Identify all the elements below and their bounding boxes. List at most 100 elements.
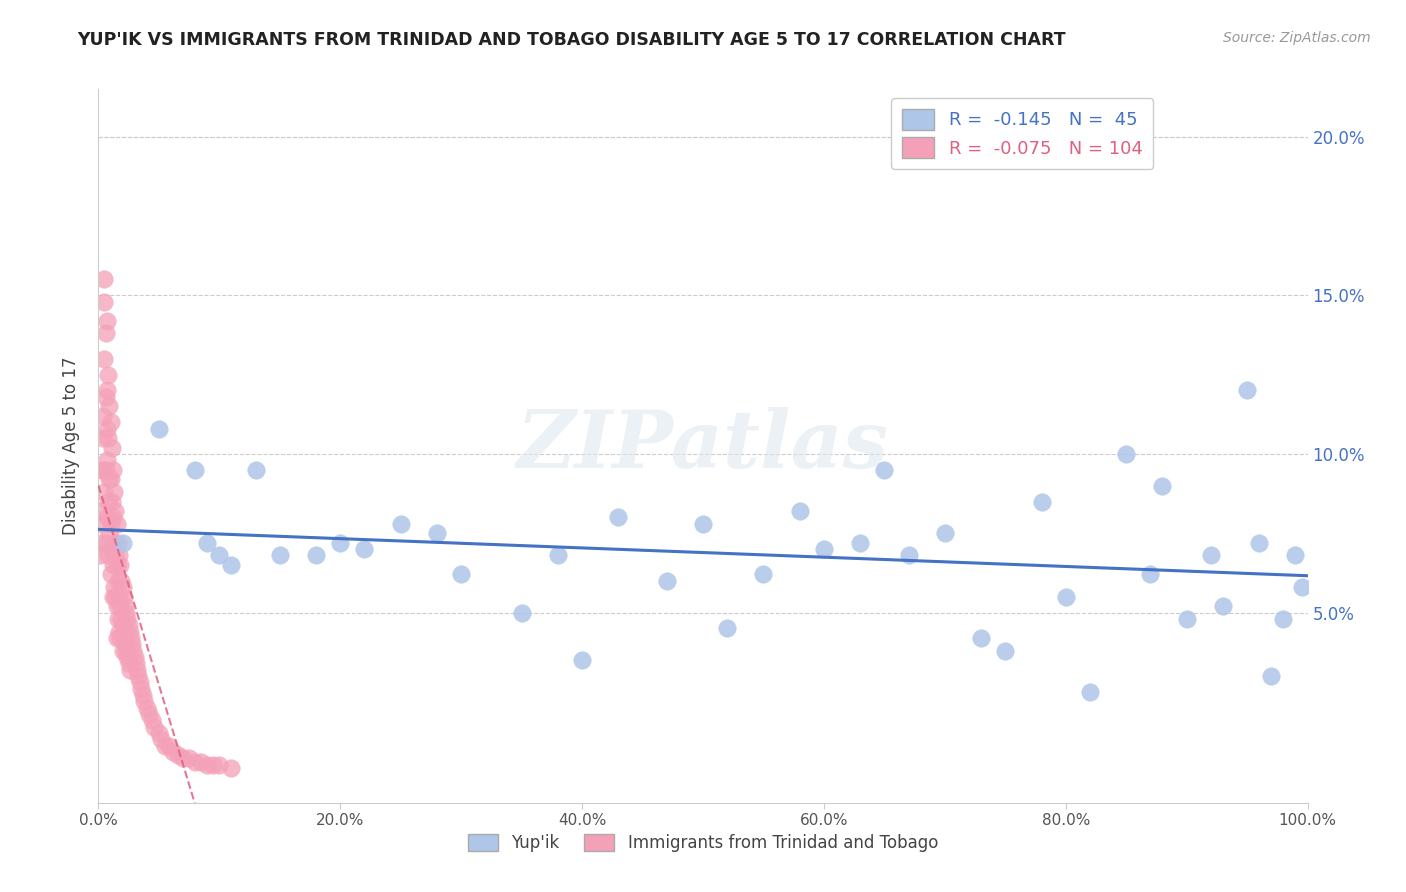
Point bbox=[547, 549, 569, 563]
Point bbox=[96, 314, 118, 328]
Point bbox=[118, 618, 141, 632]
Point bbox=[150, 732, 173, 747]
Point bbox=[122, 643, 145, 657]
Point bbox=[692, 516, 714, 531]
Point bbox=[100, 441, 122, 455]
Point bbox=[127, 663, 149, 677]
Point bbox=[108, 624, 131, 639]
Point bbox=[897, 549, 920, 563]
Point bbox=[153, 739, 176, 753]
Point bbox=[91, 463, 114, 477]
Point bbox=[1272, 612, 1295, 626]
Point bbox=[849, 535, 872, 549]
Point bbox=[128, 675, 150, 690]
Point bbox=[111, 618, 134, 632]
Point bbox=[450, 567, 472, 582]
Point bbox=[138, 706, 160, 721]
Point bbox=[190, 755, 212, 769]
Point bbox=[426, 526, 449, 541]
Point bbox=[1152, 478, 1174, 492]
Y-axis label: Disability Age 5 to 17: Disability Age 5 to 17 bbox=[62, 357, 80, 535]
Point bbox=[100, 567, 122, 582]
Point bbox=[96, 453, 118, 467]
Point bbox=[98, 472, 121, 486]
Point bbox=[91, 516, 114, 531]
Point bbox=[269, 549, 291, 563]
Point bbox=[104, 590, 127, 604]
Point bbox=[91, 409, 114, 423]
Text: ZIPatlas: ZIPatlas bbox=[517, 408, 889, 484]
Point bbox=[115, 606, 138, 620]
Point bbox=[97, 549, 120, 563]
Point bbox=[98, 526, 121, 541]
Point bbox=[1212, 599, 1234, 614]
Legend: Yup'ik, Immigrants from Trinidad and Tobago: Yup'ik, Immigrants from Trinidad and Tob… bbox=[461, 827, 945, 859]
Point bbox=[100, 472, 122, 486]
Point bbox=[103, 485, 125, 500]
Point bbox=[162, 745, 184, 759]
Point bbox=[1249, 535, 1271, 549]
Point bbox=[124, 649, 146, 664]
Point bbox=[157, 739, 180, 753]
Point bbox=[103, 580, 125, 594]
Point bbox=[94, 326, 117, 341]
Point bbox=[1260, 669, 1282, 683]
Point bbox=[221, 761, 243, 775]
Point bbox=[104, 504, 127, 518]
Point bbox=[1115, 447, 1137, 461]
Point bbox=[1199, 549, 1222, 563]
Point bbox=[112, 624, 135, 639]
Point bbox=[101, 463, 124, 477]
Point bbox=[108, 599, 131, 614]
Point bbox=[245, 463, 267, 477]
Point bbox=[97, 494, 120, 508]
Point bbox=[117, 649, 139, 664]
Point bbox=[89, 549, 111, 563]
Point bbox=[93, 294, 115, 309]
Point bbox=[208, 757, 231, 772]
Point bbox=[208, 549, 231, 563]
Point bbox=[813, 542, 835, 557]
Point bbox=[118, 657, 141, 671]
Text: Source: ZipAtlas.com: Source: ZipAtlas.com bbox=[1223, 31, 1371, 45]
Point bbox=[752, 567, 775, 582]
Point bbox=[96, 421, 118, 435]
Point bbox=[94, 463, 117, 477]
Point bbox=[994, 643, 1017, 657]
Point bbox=[1175, 612, 1198, 626]
Point bbox=[510, 606, 533, 620]
Point bbox=[100, 516, 122, 531]
Point bbox=[127, 669, 149, 683]
Point bbox=[100, 542, 122, 557]
Point bbox=[329, 535, 352, 549]
Point bbox=[110, 574, 132, 588]
Point bbox=[96, 384, 118, 398]
Point bbox=[141, 714, 163, 728]
Point bbox=[934, 526, 956, 541]
Point bbox=[202, 757, 225, 772]
Point bbox=[101, 558, 124, 572]
Point bbox=[93, 351, 115, 366]
Point bbox=[1139, 567, 1161, 582]
Point bbox=[96, 510, 118, 524]
Point bbox=[716, 621, 738, 635]
Point bbox=[607, 510, 630, 524]
Point bbox=[94, 535, 117, 549]
Point bbox=[118, 663, 141, 677]
Point bbox=[90, 504, 112, 518]
Point bbox=[148, 421, 170, 435]
Point bbox=[112, 590, 135, 604]
Point bbox=[195, 535, 218, 549]
Point bbox=[105, 599, 128, 614]
Point bbox=[118, 624, 141, 639]
Point bbox=[571, 653, 593, 667]
Point bbox=[94, 390, 117, 404]
Point bbox=[114, 599, 136, 614]
Point bbox=[93, 272, 115, 286]
Point bbox=[353, 542, 375, 557]
Point bbox=[108, 558, 131, 572]
Point bbox=[179, 751, 201, 765]
Point bbox=[100, 415, 122, 429]
Point bbox=[108, 631, 131, 645]
Point bbox=[107, 612, 129, 626]
